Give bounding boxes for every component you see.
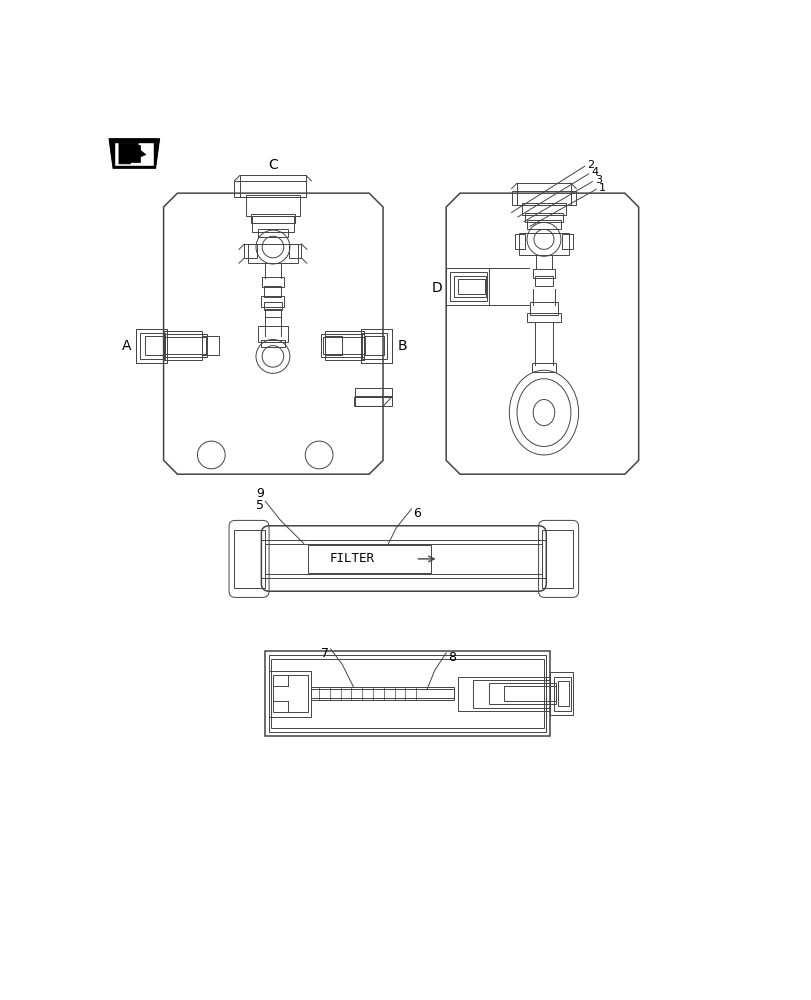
- Text: 2: 2: [586, 160, 594, 170]
- Bar: [521, 203, 564, 215]
- Bar: [457, 279, 485, 294]
- Bar: [534, 276, 552, 286]
- Text: FILTER: FILTER: [329, 552, 375, 565]
- Bar: [234, 530, 265, 588]
- Text: B: B: [397, 339, 407, 353]
- Bar: [257, 229, 288, 237]
- Text: 6: 6: [413, 507, 420, 520]
- Bar: [511, 191, 576, 205]
- Bar: [202, 336, 219, 355]
- Bar: [246, 195, 299, 216]
- Polygon shape: [118, 145, 139, 162]
- Bar: [360, 329, 391, 363]
- Bar: [320, 334, 363, 357]
- Bar: [562, 234, 573, 249]
- Bar: [271, 659, 543, 728]
- Bar: [354, 396, 391, 406]
- Bar: [268, 671, 311, 717]
- Bar: [557, 681, 568, 706]
- Text: D: D: [431, 281, 442, 295]
- Polygon shape: [109, 139, 159, 168]
- Bar: [553, 677, 570, 711]
- Bar: [252, 216, 294, 232]
- Bar: [362, 333, 386, 359]
- Bar: [258, 326, 287, 342]
- Bar: [325, 331, 363, 360]
- Bar: [363, 336, 384, 355]
- Text: 4: 4: [590, 167, 598, 177]
- Bar: [354, 388, 391, 397]
- Bar: [163, 337, 206, 354]
- Bar: [244, 244, 256, 258]
- Bar: [114, 142, 154, 166]
- Text: 8: 8: [447, 651, 455, 664]
- Polygon shape: [118, 143, 146, 164]
- Text: A: A: [122, 339, 131, 353]
- Bar: [457, 677, 550, 711]
- Bar: [445, 268, 488, 305]
- Bar: [311, 689, 453, 698]
- Bar: [323, 337, 365, 354]
- Bar: [163, 331, 202, 360]
- Bar: [265, 309, 281, 317]
- Bar: [530, 302, 557, 315]
- Bar: [289, 244, 301, 258]
- Bar: [234, 181, 306, 197]
- Text: C: C: [268, 158, 277, 172]
- Bar: [260, 340, 285, 347]
- Bar: [264, 302, 282, 310]
- Bar: [264, 286, 281, 297]
- Text: 9: 9: [255, 487, 264, 500]
- Bar: [473, 680, 550, 708]
- Bar: [550, 672, 573, 715]
- Polygon shape: [109, 139, 159, 168]
- Bar: [449, 272, 487, 301]
- Bar: [163, 334, 207, 357]
- Bar: [325, 336, 341, 355]
- Bar: [542, 530, 573, 588]
- Text: 1: 1: [598, 183, 605, 193]
- Bar: [311, 687, 453, 700]
- Bar: [307, 545, 431, 573]
- Bar: [247, 244, 298, 263]
- Bar: [514, 234, 525, 249]
- Bar: [531, 363, 556, 372]
- Text: 7: 7: [320, 647, 328, 660]
- Bar: [453, 276, 486, 297]
- Bar: [268, 655, 546, 732]
- Text: 3: 3: [594, 175, 601, 185]
- Bar: [265, 651, 550, 736]
- Bar: [524, 213, 563, 222]
- Text: 5: 5: [255, 499, 264, 512]
- Bar: [488, 683, 556, 704]
- Bar: [239, 175, 306, 197]
- Bar: [272, 675, 307, 712]
- Bar: [145, 336, 165, 355]
- Bar: [533, 269, 554, 278]
- Bar: [517, 183, 570, 205]
- Bar: [265, 544, 542, 574]
- Bar: [140, 333, 165, 359]
- Bar: [261, 296, 284, 307]
- Bar: [135, 329, 166, 363]
- Bar: [251, 214, 295, 223]
- Bar: [518, 233, 569, 255]
- Bar: [504, 686, 556, 701]
- Bar: [262, 277, 283, 287]
- Bar: [526, 220, 560, 229]
- Polygon shape: [114, 142, 154, 165]
- Bar: [526, 312, 560, 322]
